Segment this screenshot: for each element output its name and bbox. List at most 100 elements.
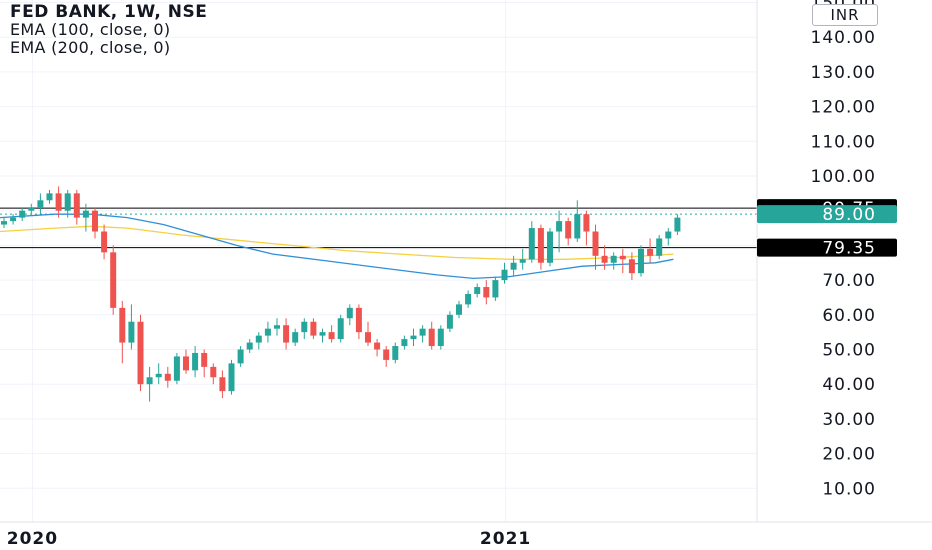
- candle-up: [456, 300, 462, 319]
- candle-body: [210, 366, 217, 378]
- candle-body: [283, 325, 290, 343]
- candle-down: [283, 318, 290, 350]
- candle-body: [456, 304, 462, 315]
- candle-up: [610, 252, 617, 270]
- candle-body: [37, 200, 44, 208]
- candle-down: [219, 370, 226, 399]
- candle-up: [401, 335, 408, 350]
- chart-legend: FED BANK, 1W, NSE EMA (100, close, 0) EM…: [10, 3, 207, 57]
- candle-body: [465, 293, 472, 305]
- candle-down: [101, 224, 108, 260]
- candle-up: [319, 328, 326, 343]
- price-axis: 150.00140.00130.00120.00110.00100.0070.0…: [811, 0, 876, 499]
- ema-200-legend[interactable]: EMA (200, close, 0): [10, 38, 171, 57]
- candle-body: [365, 332, 371, 343]
- candle-down: [374, 339, 381, 357]
- candle-body: [264, 328, 271, 336]
- candle-body: [410, 335, 417, 340]
- candle-body: [628, 259, 635, 274]
- candle-up: [510, 255, 517, 277]
- candle-body: [73, 193, 80, 218]
- candle-up: [228, 359, 235, 395]
- candle-body: [656, 238, 663, 256]
- candle-body: [674, 217, 681, 232]
- candle-down: [628, 252, 635, 281]
- candle-down: [355, 304, 362, 340]
- price-tick-label: 10.00: [822, 479, 876, 499]
- candle-down: [592, 224, 599, 270]
- candle-body: [583, 214, 590, 232]
- candle-body: [446, 314, 453, 329]
- candle-body: [419, 328, 426, 336]
- candle-body: [164, 373, 171, 381]
- candle-up: [528, 221, 535, 263]
- ema-200-line: [0, 213, 674, 280]
- candle-body: [355, 307, 362, 333]
- time-tick-label: 2021: [480, 529, 531, 549]
- candle-body: [274, 325, 280, 329]
- candle-body: [101, 231, 108, 253]
- candle-up: [64, 189, 71, 218]
- candle-body: [119, 307, 126, 343]
- candle-body: [510, 262, 517, 270]
- candle-body: [437, 328, 444, 347]
- price-tick-label: 20.00: [822, 445, 876, 465]
- candle-body: [528, 228, 535, 260]
- candle-up: [419, 325, 426, 343]
- price-tick-label: 100.00: [811, 167, 876, 187]
- candle-body: [255, 335, 262, 343]
- candle-up: [492, 276, 499, 301]
- price-tick-label: 30.00: [822, 410, 876, 430]
- symbol-title[interactable]: FED BANK, 1W, NSE: [10, 2, 208, 22]
- candle-up: [474, 283, 481, 298]
- price-tick-label: 50.00: [822, 341, 876, 361]
- candle-body: [665, 231, 672, 239]
- candle-down: [365, 321, 371, 347]
- candle-body: [474, 287, 481, 294]
- candle-body: [374, 342, 381, 350]
- candle-body: [547, 231, 553, 263]
- candle-up: [465, 290, 472, 308]
- time-axis: 2020 2021: [7, 529, 531, 549]
- candle-down: [537, 224, 544, 270]
- candle-up: [301, 318, 308, 340]
- candle-up: [28, 203, 35, 215]
- candle-body: [501, 269, 508, 281]
- candle-body: [237, 349, 244, 364]
- price-tick-label: 110.00: [811, 132, 876, 152]
- candle-body: [64, 193, 71, 211]
- currency-selector[interactable]: INR: [812, 4, 878, 26]
- line-price-tag: 79.35: [757, 238, 897, 259]
- candle-down: [55, 186, 62, 218]
- time-tick-label: 2020: [7, 529, 58, 549]
- candle-body: [46, 193, 53, 201]
- candle-body: [401, 339, 408, 347]
- candle-up: [192, 346, 199, 378]
- ema-lines: [0, 213, 674, 280]
- candle-down: [310, 318, 317, 340]
- candle-down: [583, 210, 590, 246]
- candle-body: [428, 328, 435, 347]
- candle-down: [201, 349, 208, 378]
- candle-up: [410, 328, 417, 347]
- candle-up: [173, 352, 180, 385]
- candle-body: [246, 342, 253, 350]
- ema-100-legend[interactable]: EMA (100, close, 0): [10, 20, 171, 39]
- candle-body: [192, 352, 199, 371]
- candle-body: [28, 207, 35, 211]
- candle-up: [674, 214, 681, 235]
- candle-up: [574, 200, 581, 242]
- candle-down: [183, 349, 189, 374]
- candle-down: [428, 321, 435, 350]
- candle-body: [483, 287, 490, 298]
- price-tick-label: 40.00: [822, 375, 876, 395]
- candle-down: [383, 346, 390, 367]
- candle-up: [255, 332, 262, 350]
- candle-up: [264, 321, 271, 343]
- candle-body: [610, 255, 617, 263]
- candle-up: [337, 314, 344, 343]
- candle-body: [346, 307, 353, 319]
- candle-down: [647, 238, 654, 263]
- candle-body: [537, 228, 544, 263]
